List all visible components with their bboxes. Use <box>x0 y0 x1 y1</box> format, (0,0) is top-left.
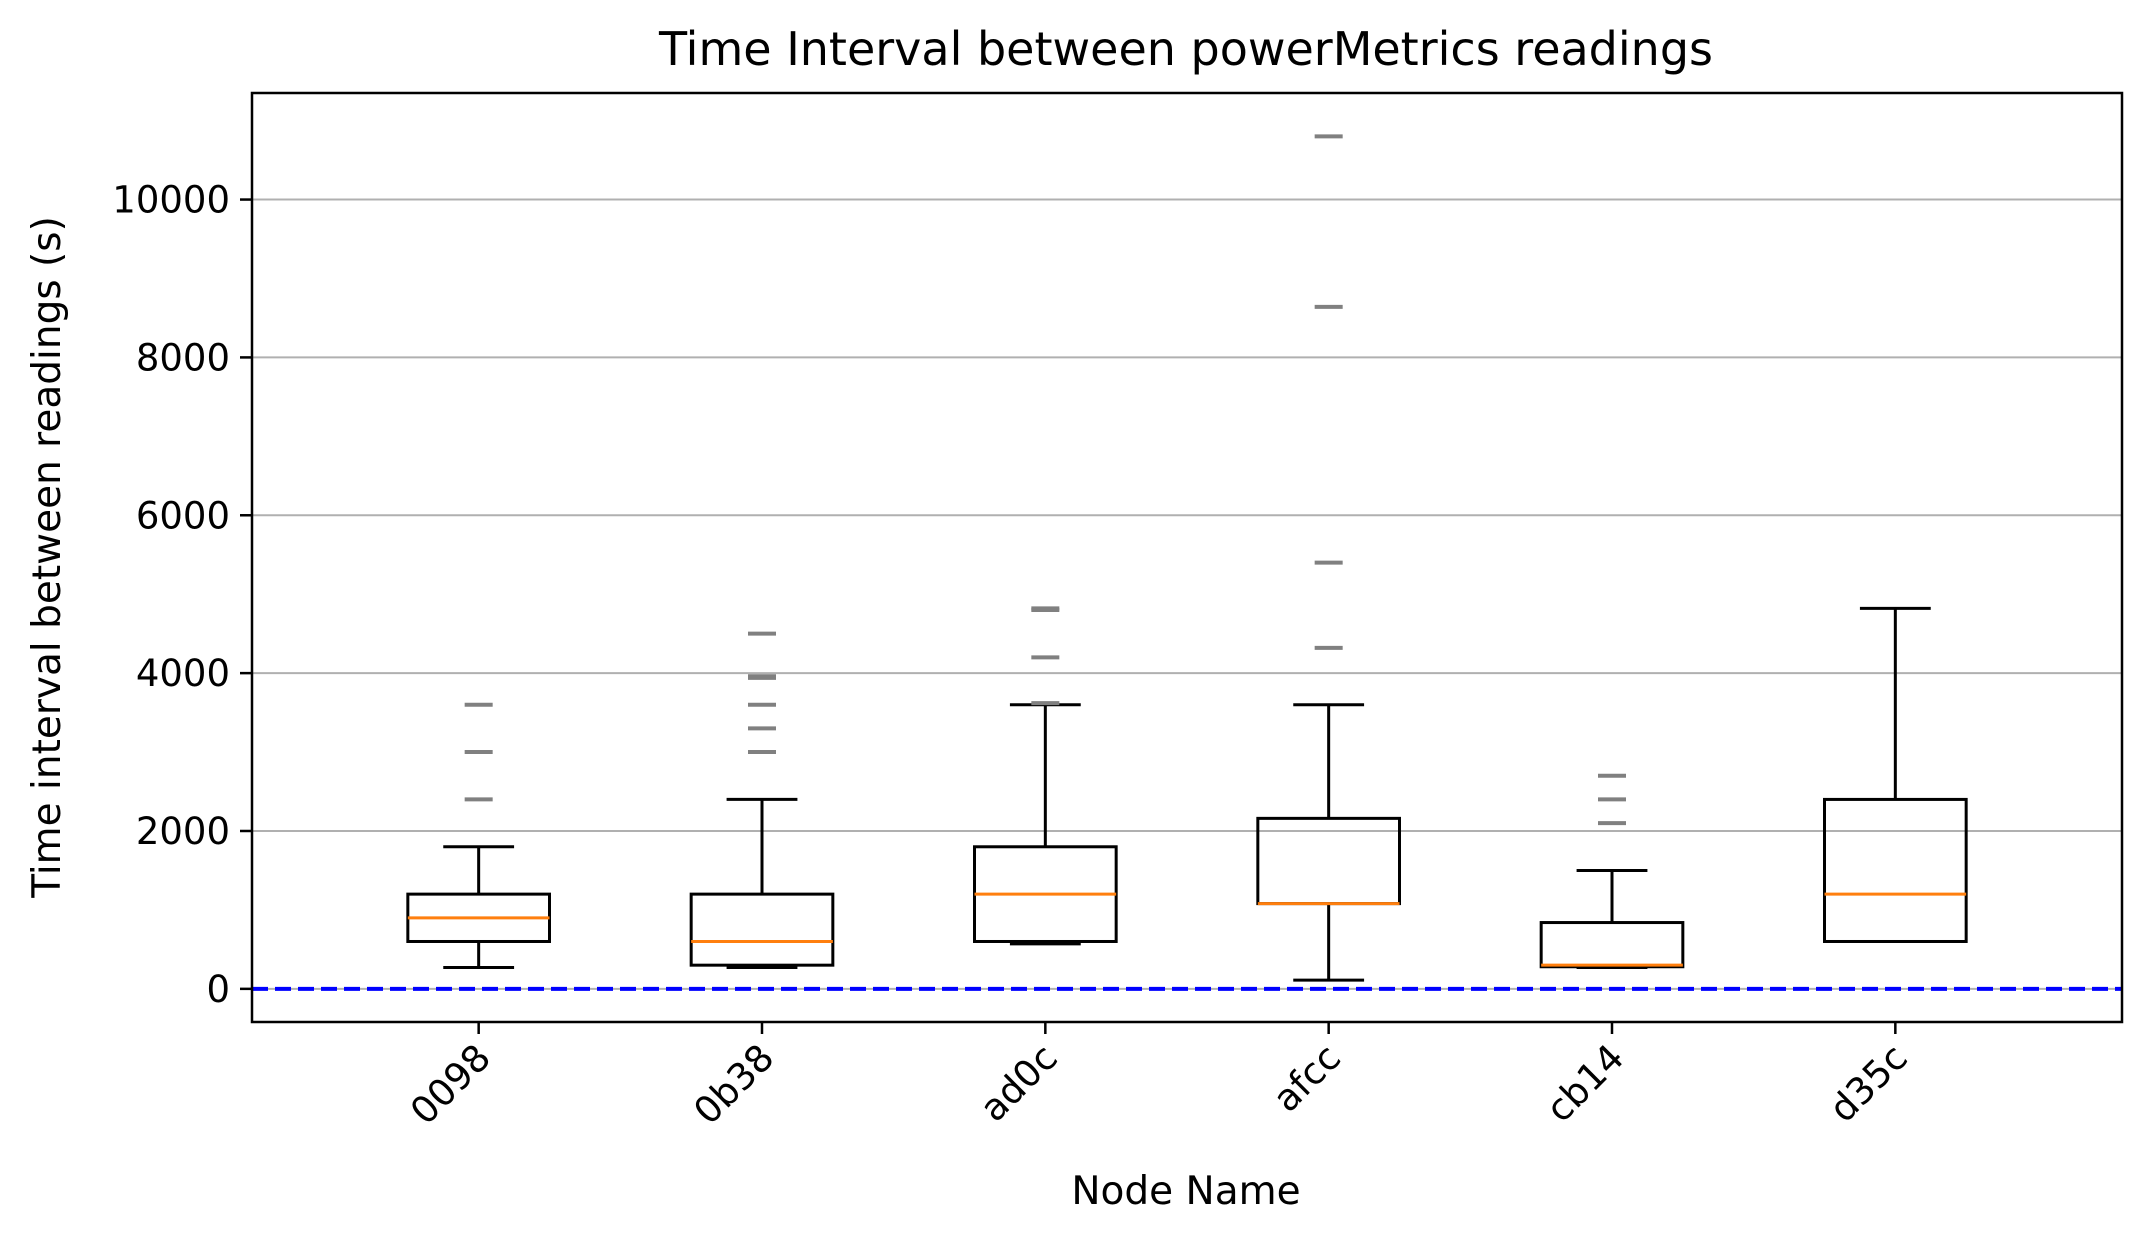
box-iqr <box>689 892 835 967</box>
box-iqr <box>1539 921 1685 969</box>
plot-frame <box>250 91 2124 1024</box>
box-group-afcc <box>1256 134 1402 982</box>
x-tick-label: 0098 <box>402 1036 499 1133</box>
x-tick-label: afcc <box>1265 1036 1349 1120</box>
box-iqr <box>1823 797 1968 943</box>
x-axis-label: Node Name <box>1071 1169 1300 1214</box>
chart-title: Time Interval between powerMetrics readi… <box>658 22 1713 76</box>
y-axis-ticks: 0 2000 4000 6000 8000 10000 <box>112 179 252 1011</box>
x-tick-label: ad0c <box>972 1036 1066 1130</box>
grid-lines <box>252 198 2122 990</box>
x-tick-label: cb14 <box>1538 1036 1633 1131</box>
y-tick-label: 0 <box>206 968 230 1011</box>
box-group-0b38 <box>689 631 835 970</box>
x-tick-label: d35c <box>1821 1036 1916 1131</box>
y-tick-label: 6000 <box>136 494 230 537</box>
box-group-d35c <box>1823 606 1968 943</box>
x-tick-label: 0b38 <box>685 1036 782 1133</box>
x-axis-ticks: 0098 0b38 ad0c afcc cb14 d35c <box>402 1022 1916 1133</box>
y-tick-label: 4000 <box>136 652 230 695</box>
y-tick-label: 10000 <box>112 179 230 222</box>
box-group-0098 <box>406 702 552 970</box>
boxes-layer <box>406 134 1968 982</box>
y-tick-label: 8000 <box>136 336 230 379</box>
box-group-cb14 <box>1539 773 1685 970</box>
y-axis-label: Time interval between readings (s) <box>25 216 70 899</box>
y-tick-label: 2000 <box>136 810 230 853</box>
box-group-ad0c <box>973 606 1118 946</box>
